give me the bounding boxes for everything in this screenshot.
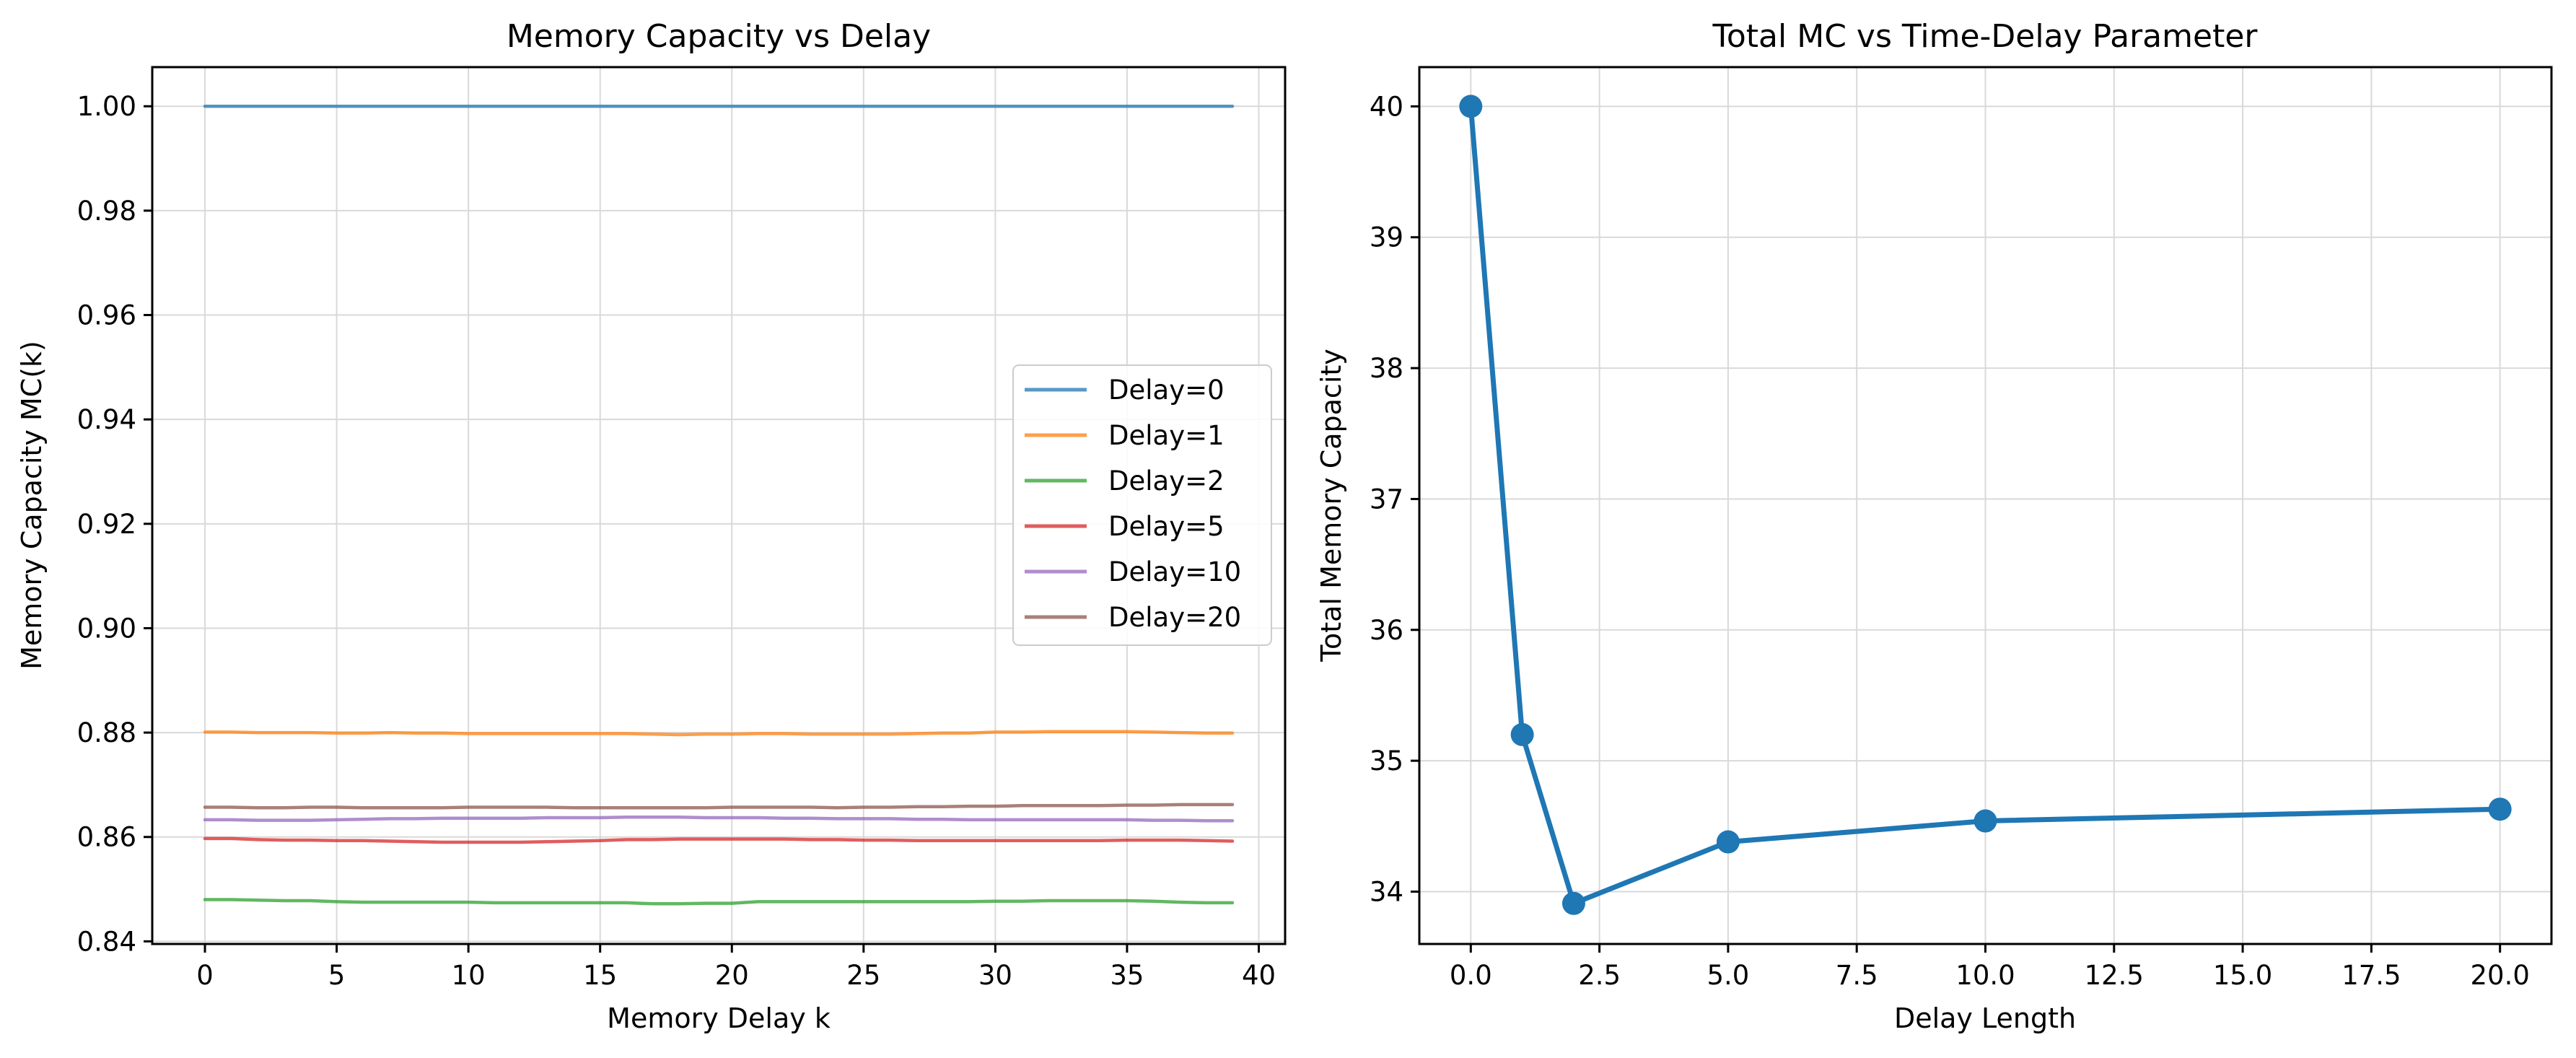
data-point bbox=[1561, 891, 1585, 915]
chart-memory-capacity-vs-delay: Memory Capacity vs Delay 0 5 10 15 20 25 30 35 4… bbox=[16, 18, 1287, 1034]
legend-label: Delay=2 bbox=[1108, 465, 1225, 497]
legend-label: Delay=10 bbox=[1108, 556, 1241, 587]
grid bbox=[1419, 67, 2551, 944]
legend-label: Delay=0 bbox=[1108, 375, 1225, 406]
x-tick-label: 25 bbox=[846, 960, 880, 991]
y-tick-label: 0.92 bbox=[77, 509, 136, 540]
y-tick-label: 36 bbox=[1370, 615, 1403, 646]
series-line-0 bbox=[1468, 103, 2503, 906]
x-tick-label: 17.5 bbox=[2341, 960, 2401, 991]
series-line bbox=[1459, 95, 2512, 915]
x-tick-label: 15.0 bbox=[2213, 960, 2272, 991]
series-line-4 bbox=[203, 816, 1235, 823]
x-tick-label: 10 bbox=[452, 960, 486, 991]
chart-total-mc-vs-time-delay: Total MC vs Time-Delay Parameter 0.0 2.5 5… bbox=[1315, 18, 2553, 1034]
x-tick-label: 20 bbox=[715, 960, 749, 991]
x-tick-label: 30 bbox=[978, 960, 1012, 991]
y-axis-label: Memory Capacity MC(k) bbox=[16, 341, 48, 670]
y-tick-label: 0.84 bbox=[77, 926, 136, 957]
y-tick-label: 35 bbox=[1370, 746, 1403, 777]
y-tick-label: 0.86 bbox=[77, 822, 136, 853]
series-line-2 bbox=[203, 898, 1235, 906]
x-tick-label: 12.5 bbox=[2085, 960, 2144, 991]
x-tick-label: 15 bbox=[583, 960, 617, 991]
x-axis-ticks: 0 5 10 15 20 25 30 35 40 bbox=[196, 944, 1276, 991]
data-point bbox=[1459, 95, 1483, 118]
x-tick-label: 0.0 bbox=[1450, 960, 1492, 991]
y-tick-label: 40 bbox=[1370, 91, 1403, 122]
series-line-3 bbox=[203, 836, 1235, 844]
data-point bbox=[1716, 830, 1740, 854]
y-tick-label: 0.98 bbox=[77, 196, 136, 227]
x-tick-label: 5 bbox=[328, 960, 346, 991]
y-tick-label: 1.00 bbox=[77, 91, 136, 122]
y-tick-label: 0.90 bbox=[77, 613, 136, 644]
y-axis-ticks: 34 35 36 37 38 39 40 bbox=[1370, 91, 1419, 907]
chart-title: Total MC vs Time-Delay Parameter bbox=[1712, 18, 2258, 55]
x-tick-label: 20.0 bbox=[2470, 960, 2529, 991]
y-tick-label: 39 bbox=[1370, 222, 1403, 253]
x-tick-label: 0 bbox=[196, 960, 214, 991]
series-lines bbox=[203, 104, 1235, 906]
y-tick-label: 34 bbox=[1370, 876, 1403, 907]
y-axis-label: Total Memory Capacity bbox=[1315, 349, 1347, 663]
chart-title: Memory Capacity vs Delay bbox=[507, 18, 931, 55]
x-axis-ticks: 0.0 2.5 5.0 7.5 10.0 12.5 15.0 17.5 20.0 bbox=[1450, 944, 2530, 991]
legend-label: Delay=5 bbox=[1108, 511, 1225, 542]
legend-label: Delay=20 bbox=[1108, 602, 1241, 633]
x-tick-label: 7.5 bbox=[1836, 960, 1878, 991]
x-tick-label: 2.5 bbox=[1578, 960, 1621, 991]
grid bbox=[152, 67, 1285, 944]
x-tick-label: 40 bbox=[1242, 960, 1276, 991]
y-tick-label: 0.96 bbox=[77, 300, 136, 331]
legend-label: Delay=1 bbox=[1108, 420, 1225, 451]
data-point bbox=[1973, 809, 1997, 833]
x-tick-label: 10.0 bbox=[1955, 960, 2015, 991]
data-point bbox=[1510, 722, 1534, 746]
y-tick-label: 38 bbox=[1370, 353, 1403, 384]
y-tick-label: 0.94 bbox=[77, 404, 136, 435]
y-tick-label: 0.88 bbox=[77, 717, 136, 748]
data-point bbox=[2488, 797, 2512, 821]
x-axis-label: Delay Length bbox=[1894, 1002, 2076, 1034]
legend: Delay=0 Delay=1 Delay=2 Delay=5 Delay=10 Dela… bbox=[1012, 364, 1272, 646]
y-axis-ticks: 0.84 0.86 0.88 0.90 0.92 0.94 0.96 0.98 1.00 bbox=[77, 91, 152, 957]
x-tick-label: 35 bbox=[1110, 960, 1144, 991]
y-tick-label: 37 bbox=[1370, 484, 1403, 515]
series-line-5 bbox=[203, 803, 1235, 810]
x-axis-label: Memory Delay k bbox=[607, 1002, 831, 1034]
plot-frame bbox=[151, 66, 1287, 945]
x-tick-label: 5.0 bbox=[1707, 960, 1749, 991]
series-line-1 bbox=[203, 730, 1235, 737]
